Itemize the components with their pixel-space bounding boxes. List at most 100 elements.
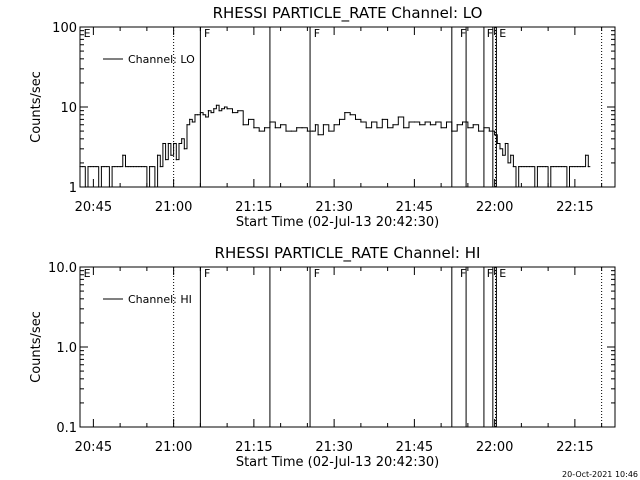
chart1-data-point xyxy=(365,127,367,129)
chart1-legend-label: Channel: LO xyxy=(128,53,195,66)
chart1-flag-f: F xyxy=(204,27,210,40)
chart1-data-point xyxy=(202,114,204,116)
chart1-data-point xyxy=(451,130,453,132)
chart1-data-point xyxy=(558,165,560,168)
chart1-data-point xyxy=(197,114,199,116)
chart2-x-tick-label: 22:15 xyxy=(556,440,593,455)
chart1-data-point xyxy=(354,118,357,120)
chart2-flag-f: F xyxy=(460,267,466,280)
chart1-data-point xyxy=(523,165,525,168)
chart1-data-point xyxy=(280,124,282,126)
chart2-x-tick-label: 21:45 xyxy=(396,440,433,455)
chart2-y-tick-label: 1.0 xyxy=(56,341,77,356)
chart1-data-point xyxy=(504,142,506,145)
chart1-x-tick-label: 22:00 xyxy=(476,200,513,215)
chart1-data-point xyxy=(512,165,514,168)
chart1-data-point xyxy=(547,186,549,188)
chart1-data-point xyxy=(370,121,373,123)
chart1-data-point xyxy=(584,154,587,156)
chart1-data-point xyxy=(539,165,541,168)
chart1-data-point xyxy=(213,108,215,110)
chart1-data-point xyxy=(143,165,145,168)
chart1-data-point xyxy=(312,130,314,132)
chart1-data-point xyxy=(191,121,193,123)
chart2-flag-f: F xyxy=(487,267,493,280)
chart1-data-point xyxy=(87,165,89,168)
chart1-x-tick-label: 22:15 xyxy=(556,200,593,215)
chart1-data-point xyxy=(181,138,183,140)
chart1-data-point xyxy=(510,154,512,156)
chart2-x-tick-label: 21:00 xyxy=(155,440,192,455)
chart1-data-point xyxy=(199,112,201,114)
chart1-data-point xyxy=(544,165,547,168)
chart1-data-point xyxy=(106,165,108,168)
chart1-data-point xyxy=(314,124,316,126)
chart1-data-point xyxy=(582,165,584,168)
chart2-y-axis-label: Counts/sec xyxy=(29,311,44,383)
chart1-data-point xyxy=(560,165,563,168)
chart1-data-point xyxy=(207,110,209,112)
chart1-flag-e: E xyxy=(499,27,506,40)
chart1-data-point xyxy=(507,162,509,164)
chart1-data-point xyxy=(392,124,394,126)
chart1-data-point xyxy=(175,159,177,161)
chart1-data-point xyxy=(528,165,531,168)
chart1-data-point xyxy=(496,142,498,145)
chart1-data-point xyxy=(306,130,308,132)
chart1-data-point xyxy=(156,154,159,156)
chart1-data-point xyxy=(186,124,188,126)
chart1-x-tick-label: 21:30 xyxy=(315,200,352,215)
chart1-data-point xyxy=(116,165,119,168)
chart1-data-point xyxy=(108,186,111,188)
chart1-data-point xyxy=(576,165,579,168)
chart1-x-axis-label: Start Time (02-Jul-13 20:42:30) xyxy=(236,215,439,230)
chart1-x-tick-label: 21:15 xyxy=(235,200,272,215)
chart1-data-point xyxy=(387,127,389,129)
chart1-data-point xyxy=(189,118,191,120)
chart2-y-tick-label: 0.1 xyxy=(56,421,77,436)
chart1-data-point xyxy=(445,121,448,123)
chart1-data-point xyxy=(477,130,480,132)
chart1-data-point xyxy=(226,108,228,110)
chart2-flag-f: F xyxy=(314,267,320,280)
chart2-x-tick-label: 22:00 xyxy=(476,440,513,455)
chart1-data-point xyxy=(536,165,539,168)
chart1-data-point xyxy=(170,154,172,156)
chart1-data-point xyxy=(403,127,405,129)
chart1-x-tick-label: 20:45 xyxy=(75,200,112,215)
chart1-data-point xyxy=(542,165,544,168)
chart1-data-point xyxy=(263,127,266,129)
chart1-data-point xyxy=(550,165,552,168)
chart1-data-point xyxy=(95,165,97,168)
chart1-data-point xyxy=(178,142,180,145)
chart1-data-point xyxy=(518,165,520,168)
chart1-data-point xyxy=(218,110,220,112)
chart1-data-point xyxy=(483,127,485,129)
chart1-data-point xyxy=(467,127,469,129)
chart1-data-point xyxy=(290,130,292,132)
chart2-flag-f: F xyxy=(204,267,210,280)
chart1-data-point xyxy=(114,165,116,168)
chart1-data-point xyxy=(122,154,124,156)
chart1-data-point xyxy=(92,165,94,168)
chart1-data-point xyxy=(568,165,571,168)
chart1-data-point xyxy=(429,124,432,126)
chart2-panel: RHESSI PARTICLE_RATE Channel: HI 20:45 21:… xyxy=(29,244,616,470)
chart1-data-point xyxy=(322,124,325,126)
chart1-flag-f: F xyxy=(460,27,466,40)
chart1-data-point xyxy=(571,165,573,168)
chart1-data-point xyxy=(435,121,437,123)
chart1-data-point xyxy=(82,165,84,168)
chart1-data-point xyxy=(258,130,260,132)
chart1-data-point xyxy=(587,165,589,168)
chart1-data-point xyxy=(408,121,410,123)
chart2-title: RHESSI PARTICLE_RATE Channel: HI xyxy=(215,244,481,263)
chart2-x-tick-label: 21:30 xyxy=(315,440,352,455)
chart1-data-point xyxy=(472,124,474,126)
chart1-data-point xyxy=(119,165,121,168)
chart1-data-point xyxy=(111,165,113,168)
chart1-data-point xyxy=(79,165,81,168)
chart1-y-tick-label: 10 xyxy=(60,101,77,116)
chart1-y-tick-label: 1 xyxy=(69,181,77,196)
chart1-data-point xyxy=(132,165,135,168)
